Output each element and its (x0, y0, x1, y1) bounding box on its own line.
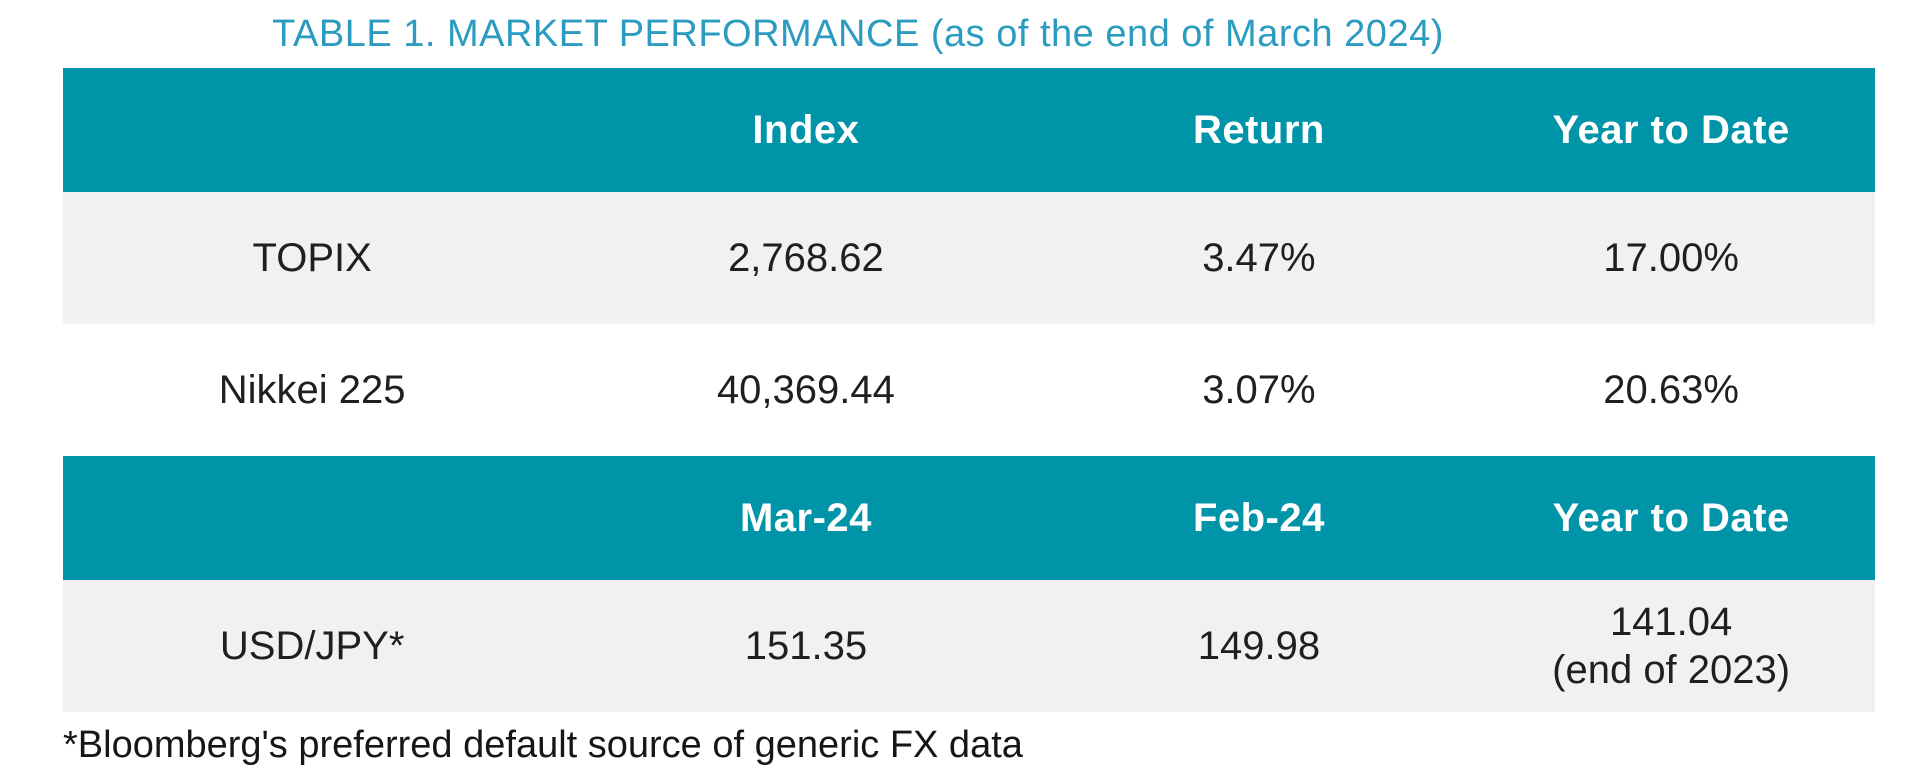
fx-header-cell-year-to-date: Year to Date (1552, 495, 1790, 540)
header-cell-return: Return (1192, 107, 1325, 152)
row-label-topix: TOPIX (252, 235, 372, 280)
table-title-suffix: (as of the end of March 2024) (919, 13, 1444, 55)
topix-ytd-value: 17.00% (1603, 235, 1739, 280)
fx-header-cell-feb24: Feb-24 (1192, 495, 1325, 540)
table-title: TABLE 1. MARKET PERFORMANCE (as of the e… (63, 0, 1653, 58)
topix-return-value: 3.47% (1202, 235, 1316, 280)
table-row-topix: TOPIX 2,768.62 3.47% 17.00% (63, 191, 1875, 324)
table-title-main: TABLE 1. MARKET PERFORMANCE (272, 13, 920, 55)
market-performance-table: Index Return Year to Date TOPIX 2,768.62… (63, 67, 1875, 712)
row-label-nikkei: Nikkei 225 (218, 367, 406, 412)
header-cell-index: Index (752, 107, 860, 152)
table-row-nikkei: Nikkei 225 40,369.44 3.07% 20.63% (63, 323, 1875, 456)
row-label-usdjpy: USD/JPY* (219, 623, 405, 668)
topix-index-value: 2,768.62 (728, 235, 884, 280)
index-header-row: Index Return Year to Date (63, 67, 1875, 192)
usdjpy-mar24-value: 151.35 (744, 623, 868, 668)
usdjpy-feb24-value: 149.98 (1197, 623, 1321, 668)
usdjpy-ytd-value: 141.04 (end of 2023) (1552, 599, 1791, 692)
header-cell-blank (63, 68, 561, 192)
table-row-usdjpy: USD/JPY* 151.35 149.98 141.04 (end of 20… (63, 579, 1875, 712)
fx-header-row: Mar-24 Feb-24 Year to Date (63, 455, 1875, 580)
nikkei-return-value: 3.07% (1202, 367, 1316, 412)
nikkei-index-value: 40,369.44 (716, 367, 895, 412)
fx-header-cell-blank (63, 456, 561, 580)
fx-header-cell-mar24: Mar-24 (739, 495, 872, 540)
header-cell-year-to-date: Year to Date (1552, 107, 1790, 152)
nikkei-ytd-value: 20.63% (1603, 367, 1739, 412)
footnote: *Bloomberg's preferred default source of… (63, 723, 1023, 766)
